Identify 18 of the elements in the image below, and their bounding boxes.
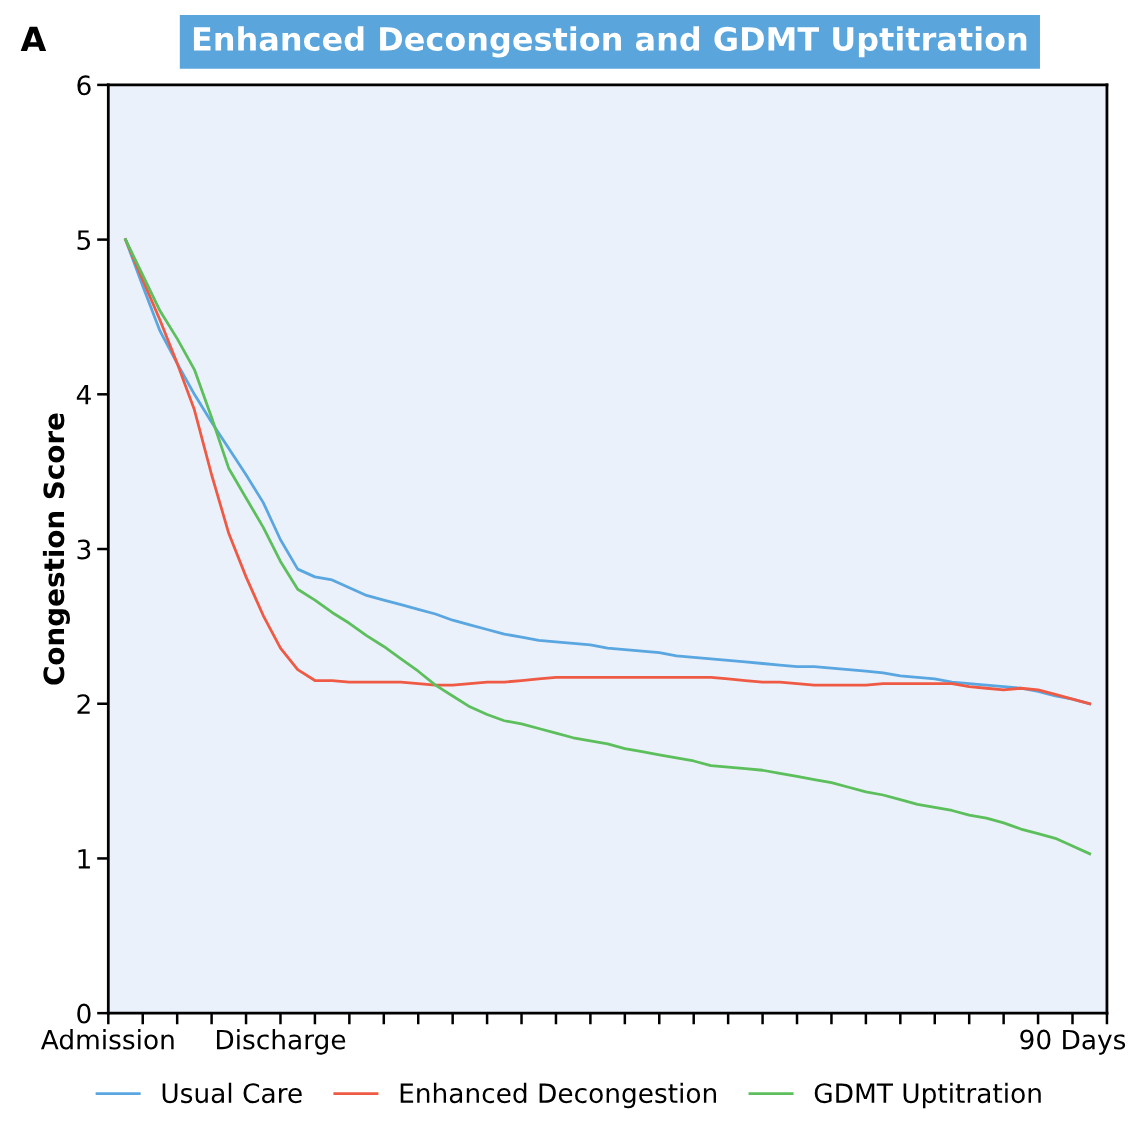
y-tick-label: 0 [77, 1003, 91, 1024]
line-series [124, 238, 1092, 856]
y-axis-title: Congestion Score [42, 413, 70, 685]
legend-label: Usual Care [162, 1082, 302, 1104]
y-tick-label: 4 [76, 385, 91, 405]
y-tick-label: 6 [77, 75, 91, 96]
y-tick-label: 3 [77, 539, 91, 560]
x-tick-label: 90 Days [1020, 1029, 1126, 1055]
y-tick-label: 1 [78, 849, 90, 869]
y-tick-label: 5 [77, 230, 91, 251]
legend-label: Enhanced Decongestion [400, 1082, 717, 1109]
line-series [124, 238, 1092, 706]
y-tick-label: 2 [77, 694, 90, 714]
x-tick-label: Admission [40, 1029, 174, 1050]
text: A [20, 26, 47, 52]
x-tick-label: Discharge [216, 1029, 346, 1055]
chart-title: Enhanced Decongestion and GDMT Uptitration [193, 26, 1027, 58]
legend-label: GDMT Uptitration [814, 1082, 1041, 1109]
